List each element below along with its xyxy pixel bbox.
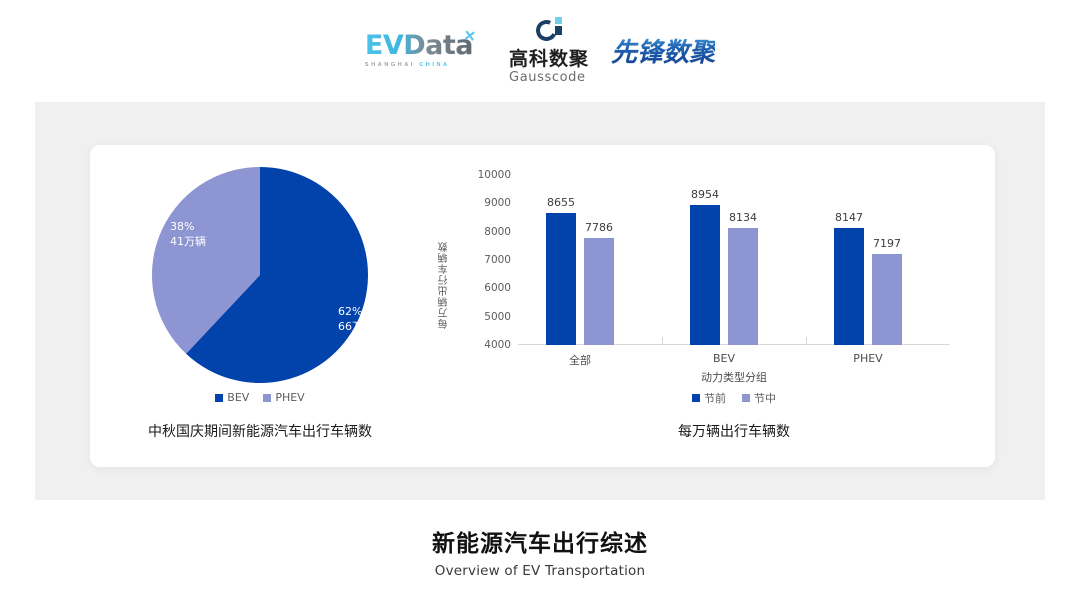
bar-phev-jiezhong[interactable]: 7197 <box>872 237 902 345</box>
pie-label-phev: 38% 41万辆 <box>170 220 206 250</box>
pie-legend: BEV PHEV <box>90 391 430 404</box>
bar-legend-swatch-jieqian <box>692 394 700 402</box>
pie-chart-panel: 62% 66万辆 38% 41万辆 BEV PHEV 中秋国庆期间新能源汽车出行… <box>90 145 510 467</box>
logo-evdata: EVData × SHANGHAI CHINA <box>364 25 487 68</box>
gausscode-name-cn: 高科数聚 <box>509 47 590 70</box>
bar-ytick-8000: 8000 <box>484 225 511 238</box>
bar-quanbu-jieqian[interactable]: 8655 <box>546 196 576 345</box>
bar-chart-panel: 每万辆出行车辆数 10000 9000 8000 7000 6000 5000 … <box>430 145 995 467</box>
bar-ytick-5000: 5000 <box>484 310 511 323</box>
bar-xtick-phev: PHEV <box>853 352 883 365</box>
bar-value-phev-jiezhong: 7197 <box>873 237 901 251</box>
bar-ytick-9000: 9000 <box>484 197 511 210</box>
pie-svg <box>151 167 368 383</box>
pie-legend-item-bev[interactable]: BEV <box>215 391 249 404</box>
pie-legend-item-phev[interactable]: PHEV <box>263 391 305 404</box>
pie-slice-bev <box>186 167 368 383</box>
pie-label-bev-pct: 62% <box>338 305 363 318</box>
bar-chart-plot: 10000 9000 8000 7000 6000 5000 4000 8655… <box>478 169 950 367</box>
page-title-cn: 新能源汽车出行综述 <box>432 531 648 557</box>
evdata-tagline: SHANGHAI CHINA <box>365 62 473 68</box>
bar-xtick-quanbu: 全部 <box>569 354 591 367</box>
bar-quanbu-jiezhong[interactable]: 7786 <box>584 221 614 345</box>
bar-legend-item-jiezhong[interactable]: 节中 <box>742 390 776 406</box>
page-title-en: Overview of EV Transportation <box>434 562 646 579</box>
bar-ytick-4000: 4000 <box>484 339 511 351</box>
bar-value-quanbu-jieqian: 8655 <box>547 196 575 210</box>
gausscode-name-en: Gausscode <box>509 69 586 85</box>
pie-chart-caption: 中秋国庆期间新能源汽车出行车辆数 <box>148 424 372 440</box>
logo-gausscode: 高科数聚 Gausscode <box>509 16 590 85</box>
bar-group-separator-2 <box>806 337 807 345</box>
pie-legend-swatch-phev <box>263 393 272 402</box>
bar-chart-x-axis-label: 动力类型分组 <box>701 371 767 384</box>
pie-label-bev: 62% 66万辆 <box>338 305 374 335</box>
bar-value-bev-jiezhong: 8134 <box>729 210 757 224</box>
evdata-x-icon: × <box>462 25 477 48</box>
logo-row: EVData × SHANGHAI CHINA 高科数聚 Gausscode 先… <box>0 16 1080 84</box>
bar-group-separator-1 <box>662 337 663 345</box>
bar-legend-label-jiezhong: 节中 <box>754 392 776 405</box>
evdata-tagline-city: SHANGHAI <box>364 62 416 68</box>
pie-label-phev-pct: 38% <box>170 220 195 233</box>
bar-value-bev-jieqian: 8954 <box>691 187 719 201</box>
bar-ytick-7000: 7000 <box>484 254 511 266</box>
bar-ytick-6000: 6000 <box>484 282 511 295</box>
bar-bev-jiezhong[interactable]: 8134 <box>728 211 758 345</box>
charts-card: 62% 66万辆 38% 41万辆 BEV PHEV 中秋国庆期间新能源汽车出行… <box>90 145 995 467</box>
bar-bev-jieqian[interactable]: 8954 <box>690 188 720 345</box>
bar-value-quanbu-jiezhong: 7786 <box>585 220 613 234</box>
bar-legend: 节前 节中 <box>518 390 950 406</box>
logo-xianfeng-shuju: 先锋数聚 <box>611 32 715 69</box>
pie-slice-phev <box>151 167 260 354</box>
pie-legend-label-bev: BEV <box>227 391 250 404</box>
pie-chart: 62% 66万辆 38% 41万辆 <box>148 163 374 387</box>
pie-legend-label-phev: PHEV <box>275 391 305 404</box>
pie-label-bev-count: 66万辆 <box>338 319 374 333</box>
pie-label-phev-count: 41万辆 <box>170 234 206 248</box>
bar-legend-swatch-jiezhong <box>742 394 750 402</box>
pie-legend-swatch-bev <box>215 393 224 402</box>
evdata-tagline-country: CHINA <box>419 62 450 68</box>
bar-xtick-bev: BEV <box>712 352 736 365</box>
bar-legend-label-jieqian: 节前 <box>704 392 726 405</box>
footer: 新能源汽车出行综述 Overview of EV Transportation <box>0 530 1080 579</box>
bar-legend-item-jieqian[interactable]: 节前 <box>692 390 726 406</box>
bar-phev-jieqian[interactable]: 8147 <box>834 211 864 345</box>
gausscode-mark-icon <box>533 16 563 44</box>
evdata-wordmark: EVData <box>364 30 474 61</box>
bar-chart-caption: 每万辆出行车辆数 <box>678 424 790 440</box>
bar-value-phev-jieqian: 8147 <box>835 210 863 224</box>
bar-chart-y-axis-label: 每万辆出行车辆数 <box>439 241 450 329</box>
bar-ytick-10000: 10000 <box>477 169 511 181</box>
